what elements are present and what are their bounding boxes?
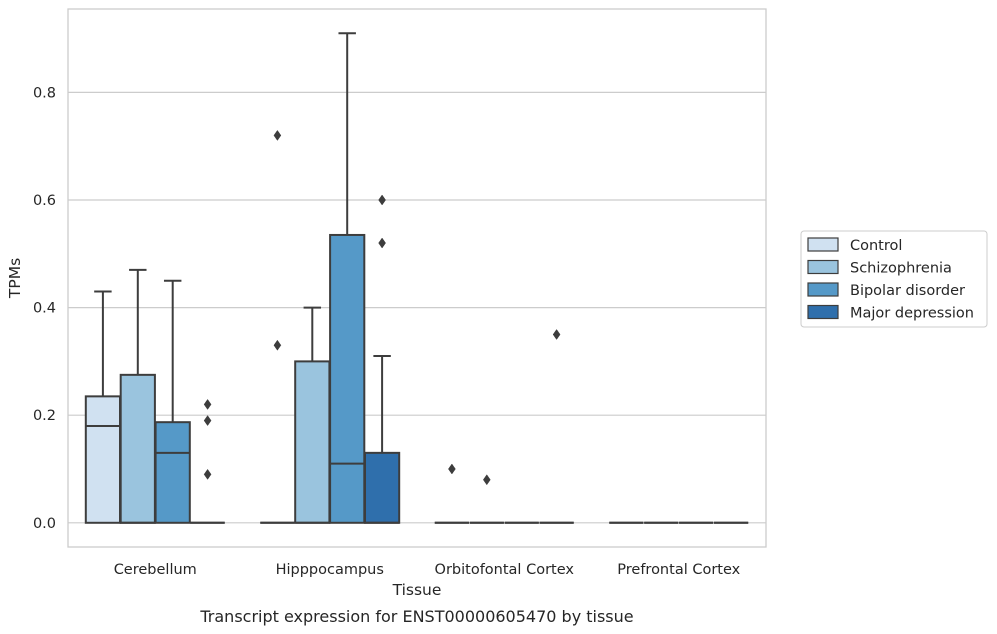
box-schizophrenia <box>469 474 504 524</box>
box-major-depression <box>539 329 574 524</box>
box-bipolar-disorder <box>154 279 191 524</box>
legend: Control Schizophrenia Bipolar disorder Majo… <box>800 230 988 328</box>
legend-frame <box>800 230 988 328</box>
box-body <box>154 421 191 524</box>
y-tick-label: 0.8 <box>33 85 56 101</box>
box-body <box>84 395 122 524</box>
x-tick-label: Hipppocampus <box>276 562 384 578</box>
y-tick-label: 0.2 <box>33 408 56 424</box>
chart-caption: Transcript expression for ENST0000060547… <box>199 607 633 626</box>
x-tick-label: Prefrontal Cortex <box>617 562 740 578</box>
y-tick-label: 0.0 <box>33 516 56 532</box>
box-control <box>434 463 470 524</box>
legend-label: Major depression <box>850 306 974 322</box>
outlier-point <box>203 398 212 410</box>
legend-swatch <box>807 282 839 297</box>
legend-swatch <box>807 237 839 252</box>
legend-swatch <box>807 304 839 320</box>
box-control <box>260 129 295 524</box>
x-tick-label: Orbitofontal Cortex <box>435 562 575 578</box>
box-body <box>119 373 156 524</box>
box-schizophrenia <box>294 306 331 524</box>
x-tick-label: Cerebellum <box>114 562 197 578</box>
y-tick-label: 0.4 <box>33 301 56 317</box>
plot-frame <box>67 8 767 548</box>
outlier-point <box>273 129 282 141</box>
box-body <box>294 360 331 524</box>
box-control <box>84 290 122 524</box>
outlier-point <box>273 339 282 351</box>
box-groups <box>84 32 749 524</box>
box-body <box>329 233 366 524</box>
x-axis-label: Tissue <box>392 581 442 599</box>
box-major-depression <box>363 194 401 524</box>
legend-label: Bipolar disorder <box>850 283 965 299</box>
outlier-point <box>552 329 561 340</box>
legend-swatch <box>807 259 839 275</box>
legend-label: Schizophrenia <box>850 261 952 277</box>
box-major-depression <box>190 398 225 524</box>
outlier-point <box>448 463 456 475</box>
outlier-point <box>203 468 212 480</box>
outlier-point <box>378 194 386 206</box>
box-bipolar-disorder <box>329 32 366 524</box>
y-axis-label: TPMs <box>6 258 24 299</box>
outlier-point <box>378 237 386 249</box>
outlier-point <box>482 474 491 486</box>
box-schizophrenia <box>119 268 156 524</box>
legend-label: Control <box>850 238 902 254</box>
x-tick-labels: Cerebellum Hipppocampus Orbitofontal Corte… <box>114 562 741 578</box>
box-body <box>363 451 401 524</box>
outlier-point <box>203 415 212 427</box>
y-tick-label: 0.6 <box>33 193 56 209</box>
y-tick-labels: 0.0 0.2 0.4 0.6 0.8 <box>33 85 56 531</box>
